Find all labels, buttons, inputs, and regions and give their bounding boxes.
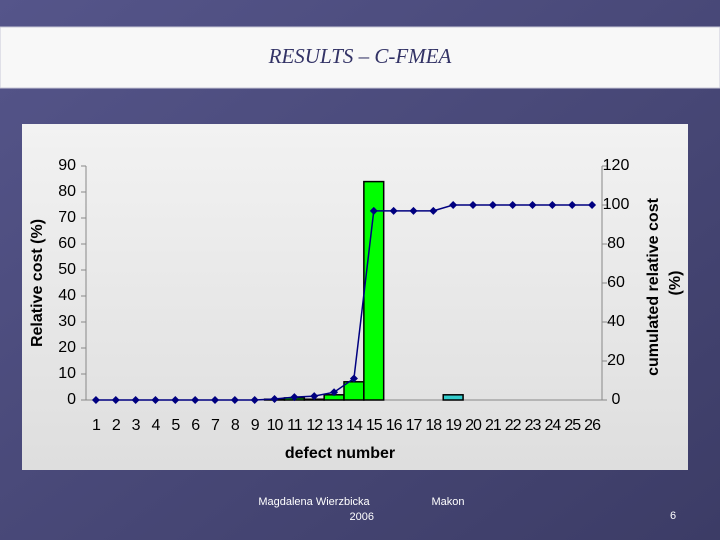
x-axis-label: defect number xyxy=(285,445,395,462)
x-tick-label: 10 xyxy=(267,417,284,434)
title-box xyxy=(0,26,720,89)
marker xyxy=(211,396,219,404)
marker xyxy=(151,396,160,404)
x-tick-label: 20 xyxy=(465,417,482,434)
y-tick-label: 70 xyxy=(58,209,76,226)
marker xyxy=(528,201,537,209)
marker xyxy=(310,392,319,401)
x-tick-label: 6 xyxy=(191,417,200,434)
x-tick-label: 2 xyxy=(112,417,121,434)
x-tick-label: 23 xyxy=(525,417,542,434)
y-axis-label: Relative cost (%) xyxy=(29,219,46,347)
x-tick-label: 21 xyxy=(485,417,502,434)
marker xyxy=(91,396,100,404)
x-tick-label: 19 xyxy=(445,417,462,434)
y-tick-label: 90 xyxy=(58,157,76,174)
x-tick-label: 8 xyxy=(231,417,240,434)
marker xyxy=(409,206,418,215)
y2-tick-label: 20 xyxy=(607,352,625,369)
marker xyxy=(270,395,279,404)
marker xyxy=(131,396,140,404)
y2-tick-label: 0 xyxy=(612,391,621,408)
y2-tick-label: 100 xyxy=(603,196,630,213)
marker xyxy=(488,201,497,209)
y-tick-label: 10 xyxy=(58,365,76,382)
y-tick-label: 0 xyxy=(67,391,76,408)
marker xyxy=(369,206,378,215)
bar xyxy=(442,394,464,401)
x-tick-label: 11 xyxy=(287,417,303,434)
y-tick-label: 40 xyxy=(58,287,76,304)
x-tick-label: 4 xyxy=(152,417,161,434)
y2-tick-label: 80 xyxy=(607,235,625,252)
y2-tick-label: 40 xyxy=(607,313,625,330)
author: Magdalena Wierzbicka xyxy=(258,496,370,508)
marker xyxy=(568,201,577,209)
marker xyxy=(191,396,200,404)
marker xyxy=(171,396,180,404)
x-tick-label: 5 xyxy=(171,417,180,434)
marker xyxy=(548,201,557,209)
y-tick-label: 50 xyxy=(58,261,76,278)
y2-axis-label: (%) xyxy=(667,271,684,296)
marker xyxy=(469,201,477,209)
x-tick-label: 15 xyxy=(366,417,383,434)
y2-axis-label: cumulated relative cost xyxy=(645,197,662,376)
marker xyxy=(449,201,458,209)
slide-title: RESULTS – C-FMEA xyxy=(268,44,452,68)
marker xyxy=(330,388,339,397)
marker xyxy=(349,374,358,383)
marker xyxy=(389,206,398,215)
bar xyxy=(343,381,365,401)
page-number: 6 xyxy=(670,510,676,522)
marker xyxy=(588,201,597,209)
marker xyxy=(508,201,517,209)
chart-area xyxy=(22,124,688,470)
x-tick-label: 9 xyxy=(251,417,260,434)
x-tick-label: 18 xyxy=(425,417,442,434)
y-tick-label: 30 xyxy=(58,313,76,330)
y2-tick-label: 60 xyxy=(607,274,625,291)
y-tick-label: 20 xyxy=(58,339,76,356)
marker xyxy=(111,396,120,404)
x-tick-label: 1 xyxy=(92,417,101,434)
x-tick-label: 12 xyxy=(306,417,323,434)
marker xyxy=(429,206,438,215)
y2-tick-label: 120 xyxy=(603,157,630,174)
y-tick-label: 60 xyxy=(58,235,76,252)
x-tick-label: 26 xyxy=(584,417,601,434)
x-tick-label: 16 xyxy=(386,417,403,434)
marker xyxy=(230,396,239,404)
x-tick-label: 14 xyxy=(346,417,363,434)
x-tick-label: 25 xyxy=(564,417,581,434)
marker xyxy=(250,396,259,404)
x-tick-label: 3 xyxy=(132,417,141,434)
x-tick-label: 24 xyxy=(544,417,561,434)
x-tick-label: 13 xyxy=(326,417,343,434)
x-tick-label: 17 xyxy=(406,417,423,434)
year: 2006 xyxy=(350,511,374,523)
marker xyxy=(290,393,299,402)
x-tick-label: 7 xyxy=(211,417,220,434)
x-tick-label: 22 xyxy=(505,417,522,434)
y-tick-label: 80 xyxy=(58,183,76,200)
place: Makon xyxy=(431,496,464,508)
